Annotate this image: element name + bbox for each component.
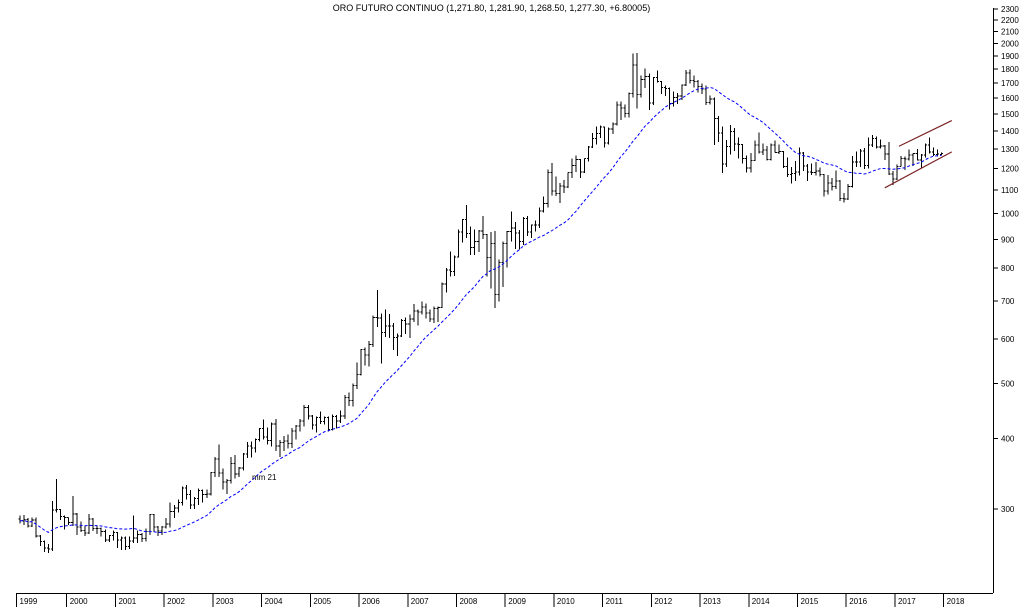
y-axis-label: 1000 [1001, 209, 1019, 218]
y-axis-label: 1100 [1001, 186, 1019, 195]
y-axis-label: 600 [1001, 335, 1015, 344]
trend-channel-line [884, 151, 953, 189]
x-axis-year-label: 2005 [313, 597, 331, 606]
x-axis-year-label: 2018 [947, 597, 965, 606]
x-axis-year-label: 2013 [703, 597, 721, 606]
ohlc-bars [18, 52, 944, 553]
x-axis-year-label: 2010 [557, 597, 575, 606]
y-axis-label: 2200 [1001, 16, 1019, 25]
x-axis-year-label: 2012 [654, 597, 672, 606]
trend-channel [884, 120, 953, 189]
x-axis-year-label: 2009 [508, 597, 526, 606]
y-axis-label: 500 [1001, 380, 1015, 389]
y-axis-label: 1900 [1001, 52, 1019, 61]
x-axis-year-label: 2015 [801, 597, 819, 606]
y-axis: 2300 2200 2100 2000 1900 1800 1700 1600 1500 1400… [993, 5, 1019, 593]
y-axis-label: 900 [1001, 235, 1015, 244]
x-axis-year-label: 2006 [362, 597, 380, 606]
y-axis-label: 1200 [1001, 165, 1019, 174]
y-axis-label: 700 [1001, 297, 1015, 306]
x-axis-year-label: 2007 [411, 597, 429, 606]
price-bars [18, 52, 944, 553]
x-axis-year-label: 2017 [898, 597, 916, 606]
x-axis-year-label: 2016 [849, 597, 867, 606]
chart-title: ORO FUTURO CONTINUO (1,271.80, 1,281.90,… [332, 3, 651, 13]
y-axis-label: 300 [1001, 505, 1015, 514]
x-axis-year-label: 1999 [20, 597, 38, 606]
y-axis-label: 1800 [1001, 65, 1019, 74]
y-axis-label: 1300 [1001, 145, 1019, 154]
moving-average: mm 21 [19, 86, 942, 534]
x-axis-year-label: 2011 [606, 597, 624, 606]
y-axis-label: 1700 [1001, 79, 1019, 88]
y-axis-label: 1400 [1001, 127, 1019, 136]
y-axis-label: 400 [1001, 434, 1015, 443]
trend-channel-line [898, 120, 953, 147]
ma-period-label: mm 21 [252, 473, 277, 482]
x-axis-year-label: 2002 [167, 597, 185, 606]
x-axis-year-label: 2001 [118, 597, 136, 606]
x-axis-year-label: 2004 [265, 597, 283, 606]
moving-average-line [19, 86, 942, 534]
x-axis-year-label: 2000 [70, 597, 88, 606]
x-axis: 1999 2000 2001 2002 2003 2004 2005 2006 2007 2008… [16, 593, 993, 607]
x-axis-year-label: 2003 [216, 597, 234, 606]
y-axis-label: 1600 [1001, 94, 1019, 103]
x-axis-year-label: 2014 [752, 597, 770, 606]
y-axis-label: 2100 [1001, 27, 1019, 36]
y-axis-label: 2300 [1001, 5, 1019, 14]
y-axis-label: 2000 [1001, 39, 1019, 48]
y-axis-label: 800 [1001, 264, 1015, 273]
x-axis-year-label: 2008 [459, 597, 477, 606]
y-axis-label: 1500 [1001, 110, 1019, 119]
